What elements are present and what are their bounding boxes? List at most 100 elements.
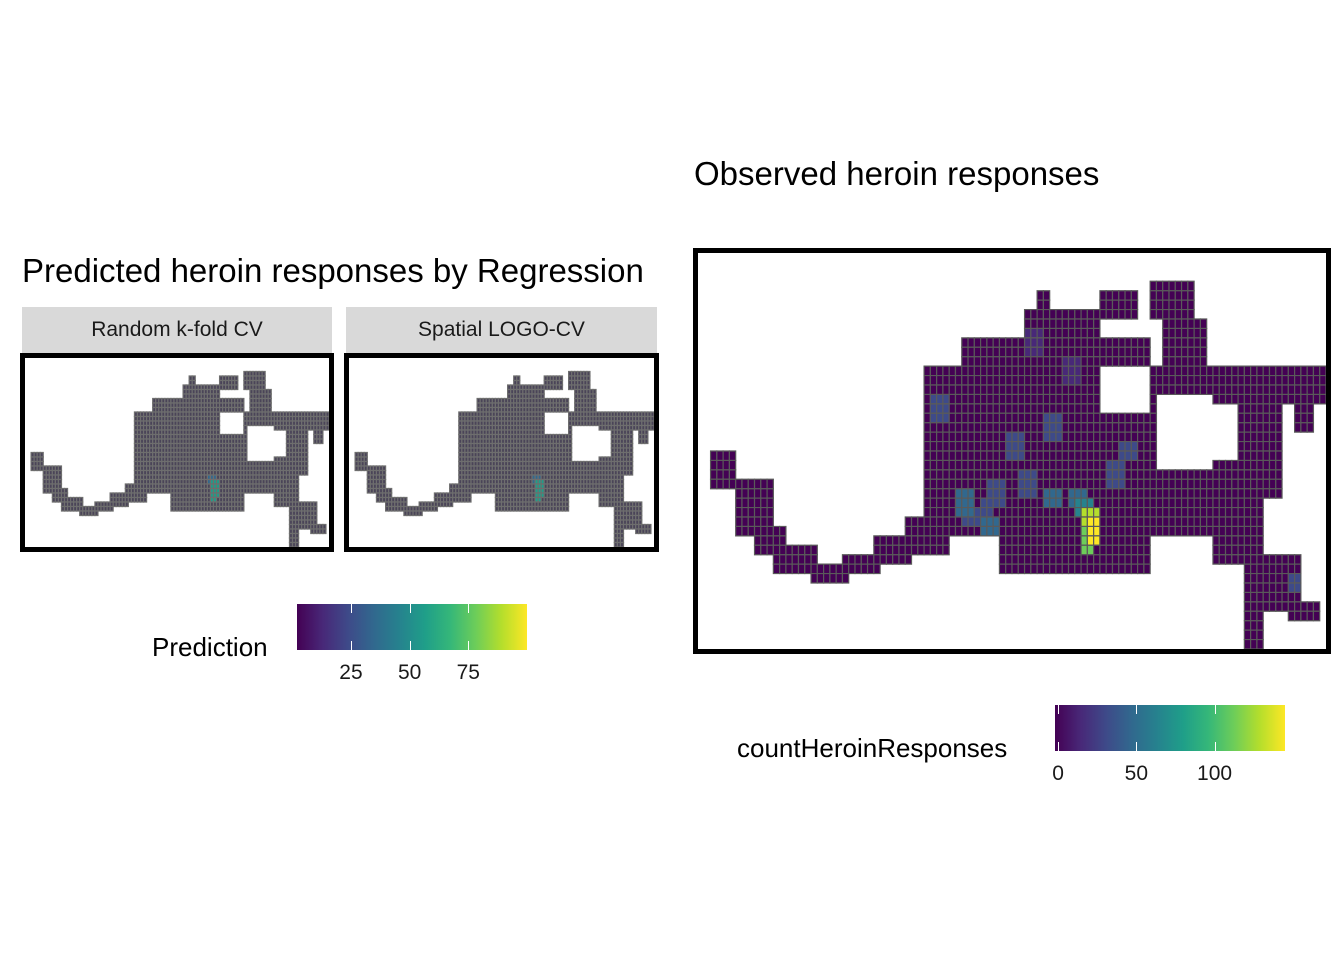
map-cell xyxy=(1257,489,1263,498)
map-cell xyxy=(1182,517,1188,526)
map-cell xyxy=(1226,508,1232,517)
map-cell xyxy=(1087,470,1093,479)
map-cell xyxy=(1238,404,1244,413)
map-cell xyxy=(1200,338,1206,347)
map-cell xyxy=(1106,300,1112,309)
map-cell xyxy=(1106,432,1112,441)
map-cell xyxy=(723,470,729,479)
map-cell xyxy=(1119,498,1125,507)
map-cell xyxy=(1018,470,1024,479)
map-cell xyxy=(1213,545,1219,554)
map-cell xyxy=(993,498,999,507)
map-cell xyxy=(1295,602,1301,611)
map-cell xyxy=(1062,451,1068,460)
map-cell xyxy=(1175,281,1181,290)
map-cell xyxy=(1131,545,1137,554)
map-cell xyxy=(1301,385,1307,394)
map-cell xyxy=(987,517,993,526)
map-cell xyxy=(1244,574,1250,583)
map-cell xyxy=(930,385,936,394)
map-cell xyxy=(1232,385,1238,394)
map-cell xyxy=(1006,545,1012,554)
map-cell xyxy=(974,385,980,394)
map-cell xyxy=(955,404,961,413)
map-cell xyxy=(566,403,569,408)
map-cell xyxy=(987,338,993,347)
map-cell xyxy=(1069,347,1075,356)
map-cell xyxy=(918,526,924,535)
map-cell xyxy=(937,394,943,403)
map-cell xyxy=(1200,319,1206,328)
map-cell xyxy=(1169,328,1175,337)
map-cell xyxy=(748,489,754,498)
map-cell xyxy=(943,366,949,375)
map-cell xyxy=(1050,338,1056,347)
map-cell xyxy=(1244,498,1250,507)
map-cell xyxy=(981,489,987,498)
map-cell xyxy=(1119,310,1125,319)
map-cell xyxy=(1131,536,1137,545)
map-cell xyxy=(1043,526,1049,535)
map-cell xyxy=(1081,394,1087,403)
map-cell xyxy=(905,555,911,564)
map-cell xyxy=(1087,479,1093,488)
map-cell xyxy=(566,502,569,507)
map-cell xyxy=(1257,545,1263,554)
map-cell xyxy=(1182,508,1188,517)
map-cell xyxy=(1094,545,1100,554)
map-cell xyxy=(1188,508,1194,517)
map-cell xyxy=(1175,526,1181,535)
map-cell xyxy=(1037,555,1043,564)
map-cell xyxy=(1112,526,1118,535)
map-cell xyxy=(1081,376,1087,385)
map-cell xyxy=(1062,555,1068,564)
map-cell xyxy=(1050,413,1056,422)
observed-tick-mark xyxy=(1058,742,1060,751)
map-cell xyxy=(1031,460,1037,469)
map-cell xyxy=(192,381,195,386)
map-cell xyxy=(1012,545,1018,554)
map-cell xyxy=(1087,460,1093,469)
map-cell xyxy=(1062,423,1068,432)
map-cell xyxy=(1069,489,1075,498)
map-cell xyxy=(1056,310,1062,319)
facet-label-kfold: Random k-fold CV xyxy=(91,318,263,341)
map-cell xyxy=(468,498,471,503)
map-cell xyxy=(1282,385,1288,394)
map-cell xyxy=(1125,300,1131,309)
map-cell xyxy=(1320,376,1326,385)
map-cell xyxy=(1144,460,1150,469)
map-cell xyxy=(1169,366,1175,375)
map-cell xyxy=(962,489,968,498)
map-cell xyxy=(1200,526,1206,535)
map-cell xyxy=(1112,423,1118,432)
map-cell xyxy=(1194,366,1200,375)
map-cell xyxy=(755,536,761,545)
map-cell xyxy=(1131,432,1137,441)
map-cell xyxy=(937,536,943,545)
map-cell xyxy=(645,435,648,440)
map-cell xyxy=(924,536,930,545)
map-cell xyxy=(1081,442,1087,451)
map-cell xyxy=(1025,357,1031,366)
map-cell xyxy=(305,457,308,462)
map-cell xyxy=(326,426,329,431)
map-cell xyxy=(1251,508,1257,517)
map-cell xyxy=(1244,592,1250,601)
map-cell xyxy=(1238,366,1244,375)
map-cell xyxy=(1018,413,1024,422)
map-cell xyxy=(1125,338,1131,347)
map-cell xyxy=(1043,319,1049,328)
map-cell xyxy=(1106,564,1112,573)
map-cell xyxy=(1257,404,1263,413)
map-cell xyxy=(717,479,723,488)
map-cell xyxy=(1031,555,1037,564)
predicted-title-clip: Predicted heroin responses by Regression xyxy=(22,254,674,298)
map-cell xyxy=(1075,545,1081,554)
map-cell xyxy=(1219,470,1225,479)
map-cell xyxy=(1031,413,1037,422)
map-cell xyxy=(974,376,980,385)
map-cell xyxy=(566,408,569,413)
map-cell xyxy=(1219,385,1225,394)
map-cell xyxy=(999,366,1005,375)
